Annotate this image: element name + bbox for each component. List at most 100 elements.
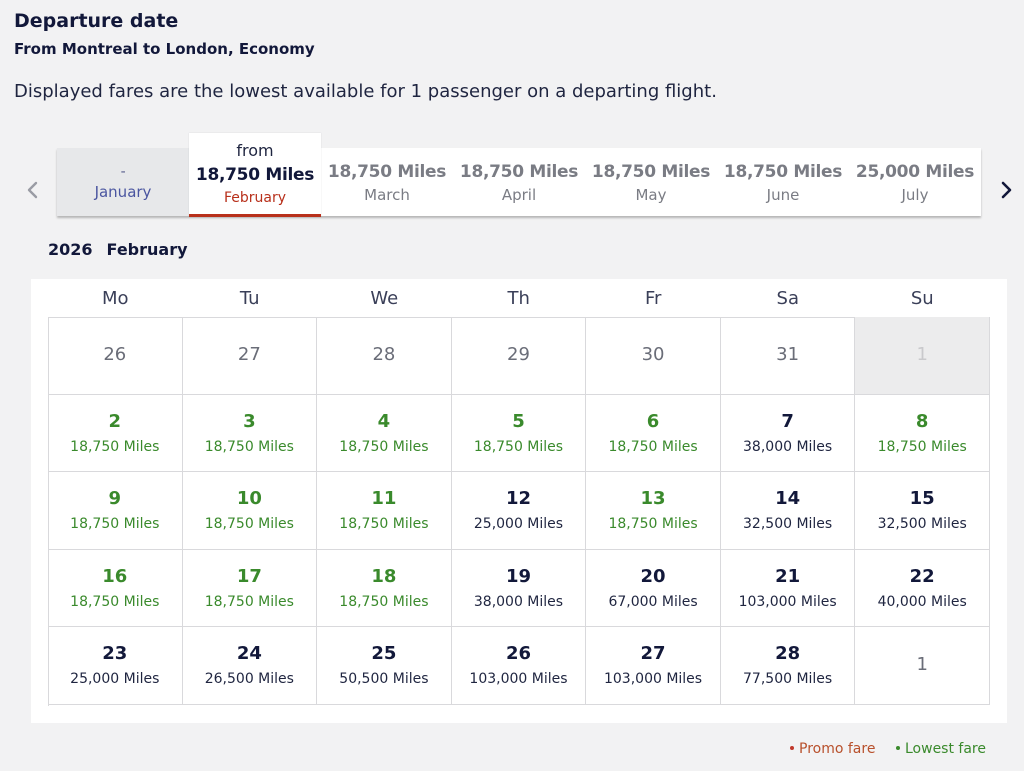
- day-number: 25: [371, 643, 397, 665]
- calendar-day-cell[interactable]: 5 18,750 Miles: [451, 394, 587, 473]
- day-number: 18: [371, 565, 397, 587]
- calendar-year: 2026: [48, 240, 93, 259]
- day-price: 67,000 Miles: [608, 593, 698, 610]
- month-tab-february-selected[interactable]: from 18,750 Miles February: [189, 133, 321, 217]
- month-name: February: [223, 190, 287, 206]
- month-tab-january[interactable]: - January: [57, 148, 189, 216]
- month-name: March: [364, 186, 410, 204]
- calendar-day-cell[interactable]: 8 18,750 Miles: [855, 394, 990, 473]
- calendar-day-cell[interactable]: 20 67,000 Miles: [586, 549, 721, 628]
- day-price: 25,000 Miles: [473, 516, 564, 533]
- day-number: 27: [237, 344, 261, 365]
- calendar-day-cell[interactable]: 11 18,750 Miles: [317, 472, 452, 550]
- day-number: 11: [371, 488, 397, 510]
- month-price: 18,750 Miles: [591, 162, 711, 182]
- calendar-day-cell[interactable]: 10 18,750 Miles: [182, 472, 318, 550]
- day-number: 3: [243, 410, 256, 432]
- day-number: 10: [236, 488, 262, 510]
- day-number: 4: [377, 410, 391, 432]
- day-number: 19: [505, 565, 532, 587]
- month-price: 18,750 Miles: [723, 162, 843, 182]
- calendar-day-cell[interactable]: 2 18,750 Miles: [48, 394, 183, 473]
- calendar-day-cell[interactable]: 9 18,750 Miles: [48, 472, 183, 550]
- day-number: 9: [108, 488, 122, 510]
- previous-month-button[interactable]: [18, 172, 46, 208]
- day-number: 6: [646, 410, 660, 432]
- day-number: 24: [236, 643, 262, 665]
- day-price: 18,750 Miles: [70, 438, 160, 455]
- day-price: 18,750 Miles: [70, 516, 160, 533]
- legend-promo-fare: Promo fare: [790, 741, 875, 757]
- day-number: 15: [909, 488, 935, 510]
- month-name: May: [635, 186, 667, 204]
- calendar-day-cell: 29: [451, 317, 587, 395]
- month-tab-july[interactable]: 25,000 Miles July: [849, 148, 981, 216]
- calendar-day-cell[interactable]: 25 50,500 Miles: [317, 627, 452, 705]
- lowest-dot-icon: [896, 746, 900, 750]
- calendar-day-cell[interactable]: 28 77,500 Miles: [720, 627, 856, 705]
- day-number: 8: [915, 410, 929, 432]
- day-number: 28: [775, 643, 801, 665]
- calendar-day-cell: 28: [317, 317, 452, 395]
- month-tab-june[interactable]: 18,750 Miles June: [717, 148, 849, 216]
- calendar-day-cell[interactable]: 6 18,750 Miles: [586, 394, 721, 473]
- day-number: 16: [102, 565, 128, 587]
- day-number: 22: [909, 565, 935, 587]
- day-price: 18,750 Miles: [204, 516, 294, 533]
- weekday-label: Tu: [239, 288, 260, 309]
- month-price: -: [120, 164, 126, 180]
- day-price: 18,750 Miles: [608, 438, 698, 455]
- promo-dot-icon: [790, 746, 794, 750]
- calendar-day-cell[interactable]: 15 32,500 Miles: [855, 472, 990, 550]
- weekday-label: Th: [507, 288, 530, 309]
- next-month-button[interactable]: [993, 172, 1021, 208]
- day-price: 103,000 Miles: [738, 593, 837, 610]
- calendar-day-cell[interactable]: 17 18,750 Miles: [182, 549, 318, 628]
- day-price: 103,000 Miles: [469, 671, 568, 688]
- calendar-day-cell[interactable]: 14 32,500 Miles: [720, 472, 856, 550]
- day-number: 14: [775, 488, 801, 510]
- day-price: 103,000 Miles: [603, 671, 703, 688]
- day-number: 21: [775, 565, 801, 587]
- calendar-day-cell[interactable]: 13 18,750 Miles: [586, 472, 721, 550]
- day-number: 28: [372, 344, 396, 365]
- calendar-panel: [31, 279, 1007, 723]
- month-name: June: [766, 186, 800, 204]
- calendar-month: February: [106, 240, 188, 259]
- calendar-day-cell[interactable]: 12 25,000 Miles: [451, 472, 587, 550]
- calendar-day-cell[interactable]: 7 38,000 Miles: [720, 394, 856, 473]
- calendar-day-cell[interactable]: 26 103,000 Miles: [451, 627, 587, 705]
- day-price: 18,750 Miles: [339, 593, 429, 610]
- day-price: 50,500 Miles: [339, 671, 429, 688]
- month-price: 18,750 Miles: [459, 162, 579, 182]
- calendar-day-cell[interactable]: 22 40,000 Miles: [855, 549, 990, 628]
- calendar-heading: 2026 February: [48, 240, 188, 259]
- calendar-day-cell[interactable]: 3 18,750 Miles: [182, 394, 318, 473]
- day-price: 18,750 Miles: [204, 593, 294, 610]
- fare-info-text: Displayed fares are the lowest available…: [14, 81, 717, 102]
- calendar-day-cell[interactable]: 16 18,750 Miles: [48, 549, 183, 628]
- day-price: 18,750 Miles: [339, 438, 429, 455]
- day-number: 17: [236, 565, 262, 587]
- calendar-day-cell[interactable]: 27 103,000 Miles: [586, 627, 721, 705]
- month-tab-april[interactable]: 18,750 Miles April: [453, 148, 585, 216]
- day-number: 12: [505, 488, 532, 510]
- day-number: 26: [505, 643, 532, 665]
- calendar-day-cell[interactable]: 19 38,000 Miles: [451, 549, 587, 628]
- day-number: 23: [102, 643, 128, 665]
- day-price: 25,000 Miles: [70, 671, 160, 688]
- month-tab-march[interactable]: 18,750 Miles March: [321, 148, 453, 216]
- calendar-day-cell[interactable]: 24 26,500 Miles: [182, 627, 318, 705]
- day-price: 32,500 Miles: [743, 516, 833, 533]
- month-tab-may[interactable]: 18,750 Miles May: [585, 148, 717, 216]
- page-title: Departure date: [14, 10, 179, 32]
- calendar-day-cell[interactable]: 4 18,750 Miles: [317, 394, 452, 473]
- weekday-label: We: [370, 288, 399, 309]
- calendar-day-cell: 27: [182, 317, 318, 395]
- calendar-day-cell[interactable]: 21 103,000 Miles: [720, 549, 856, 628]
- calendar-day-cell[interactable]: 23 25,000 Miles: [48, 627, 183, 705]
- day-number: 1: [916, 344, 928, 365]
- day-price: 18,750 Miles: [608, 516, 698, 533]
- day-price: 18,750 Miles: [339, 516, 429, 533]
- calendar-day-cell[interactable]: 18 18,750 Miles: [317, 549, 452, 628]
